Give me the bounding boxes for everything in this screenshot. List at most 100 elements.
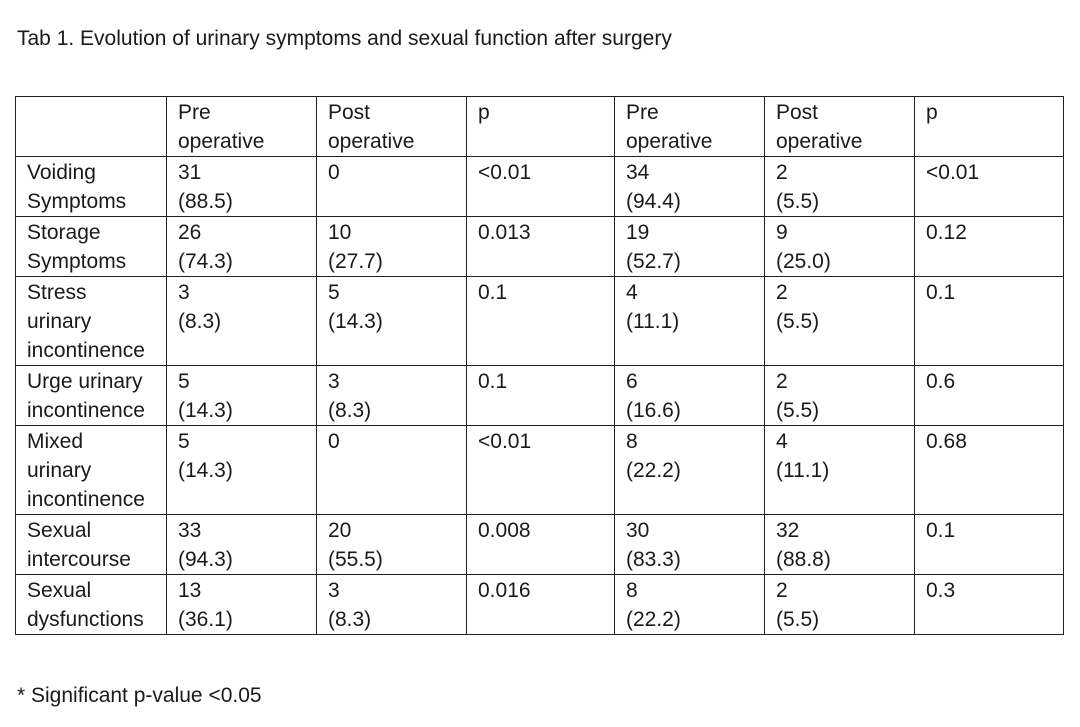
table-cell-post-operative-2: 32 (88.8)	[764, 514, 915, 575]
header-cell-pre-operative-2: Pre operative	[614, 96, 765, 157]
cell-line: (22.2)	[626, 459, 681, 482]
cell-line: 5	[328, 281, 340, 304]
header-cell-p-value-1: p	[466, 96, 615, 157]
table-cell-pre-operative-2: 8 (22.2)	[614, 425, 765, 515]
table-cell-p-value-1: 0.1	[466, 365, 615, 426]
cell-line: (8.3)	[178, 310, 222, 333]
cell-line: Post	[776, 101, 819, 124]
cell-line: urinary	[27, 310, 92, 333]
cell-line: 0.008	[478, 519, 531, 542]
cell-line: 0.016	[478, 579, 531, 602]
table-cell-row-label: Stress urinary incontinence	[15, 276, 167, 366]
table-cell-post-operative-1: 0	[316, 425, 467, 515]
cell-line: (16.6)	[626, 399, 681, 422]
table-cell-p-value-1: 0.1	[466, 276, 615, 366]
table-cell-row-label: Storage Symptoms	[15, 216, 167, 277]
results-table: Pre operative Post operative p Pre operative Po…	[15, 96, 1064, 635]
cell-line: <0.01	[478, 161, 532, 184]
cell-line: (8.3)	[328, 608, 372, 631]
cell-line: (5.5)	[776, 310, 820, 333]
cell-line: 0.1	[926, 281, 956, 304]
table-cell-p-value-2: 0.1	[914, 276, 1064, 366]
table-cell-pre-operative-2: 8 (22.2)	[614, 574, 765, 635]
cell-line: operative	[776, 130, 863, 153]
cell-line: 3	[328, 370, 340, 393]
cell-line: 8	[626, 430, 638, 453]
cell-line: 0.3	[926, 579, 956, 602]
cell-line: (52.7)	[626, 250, 681, 273]
cell-line: urinary	[27, 459, 92, 482]
cell-line: 10	[328, 221, 352, 244]
table-row: Mixed urinary incontinence 5 (14.3) 0 <0.01 8 (2…	[15, 425, 1064, 515]
cell-line: Post	[328, 101, 371, 124]
cell-line: 26	[178, 221, 202, 244]
cell-line: (88.8)	[776, 548, 831, 571]
table-cell-row-label: Mixed urinary incontinence	[15, 425, 167, 515]
cell-line: Storage	[27, 221, 101, 244]
cell-line: Pre	[178, 101, 211, 124]
cell-line: <0.01	[926, 161, 980, 184]
cell-line: incontinence	[27, 399, 145, 422]
table-cell-post-operative-2: 4 (11.1)	[764, 425, 915, 515]
cell-line: Sexual	[27, 579, 92, 602]
cell-line: 0.1	[926, 519, 956, 542]
table-row: Voiding Symptoms 31 (88.5) 0 <0.01 34 (94.4) 2 (5…	[15, 156, 1064, 217]
table-cell-pre-operative-1: 5 (14.3)	[166, 425, 317, 515]
table-cell-post-operative-1: 0	[316, 156, 467, 217]
cell-line: 34	[626, 161, 650, 184]
cell-line: 0.12	[926, 221, 967, 244]
cell-line: 4	[776, 430, 788, 453]
cell-line: 2	[776, 579, 788, 602]
table-cell-pre-operative-2: 6 (16.6)	[614, 365, 765, 426]
header-cell-p-value-2: p	[914, 96, 1064, 157]
cell-line: (36.1)	[178, 608, 233, 631]
table-cell-p-value-1: <0.01	[466, 425, 615, 515]
cell-line: 8	[626, 579, 638, 602]
cell-line: Sexual	[27, 519, 92, 542]
table-cell-p-value-2: 0.68	[914, 425, 1064, 515]
cell-line	[27, 98, 166, 127]
table-row: Sexual dysfunctions 13 (36.1) 3 (8.3) 0.016 8 (2…	[15, 574, 1064, 635]
cell-line: (94.3)	[178, 548, 233, 571]
table-cell-pre-operative-2: 30 (83.3)	[614, 514, 765, 575]
cell-line: 3	[328, 579, 340, 602]
cell-line: (14.3)	[178, 399, 233, 422]
table-cell-p-value-2: 0.1	[914, 514, 1064, 575]
table-cell-pre-operative-2: 34 (94.4)	[614, 156, 765, 217]
table-cell-row-label: Urge urinary incontinence	[15, 365, 167, 426]
table-cell-p-value-2: 0.6	[914, 365, 1064, 426]
table-cell-pre-operative-1: 3 (8.3)	[166, 276, 317, 366]
cell-line: (25.0)	[776, 250, 831, 273]
table-cell-post-operative-1: 10 (27.7)	[316, 216, 467, 277]
cell-line: (8.3)	[328, 399, 372, 422]
table-cell-p-value-1: 0.016	[466, 574, 615, 635]
table-cell-post-operative-1: 3 (8.3)	[316, 574, 467, 635]
cell-line: Stress	[27, 281, 87, 304]
cell-line: (5.5)	[776, 399, 820, 422]
cell-line: p	[478, 101, 490, 124]
cell-line: p	[926, 101, 938, 124]
table-cell-row-label: Sexual intercourse	[15, 514, 167, 575]
table-row: Storage Symptoms 26 (74.3) 10 (27.7) 0.013 19 (5…	[15, 216, 1064, 277]
cell-line: (22.2)	[626, 608, 681, 631]
table-cell-p-value-2: <0.01	[914, 156, 1064, 217]
table-cell-p-value-1: <0.01	[466, 156, 615, 217]
table-cell-p-value-2: 0.3	[914, 574, 1064, 635]
cell-line	[27, 127, 166, 156]
cell-line: (88.5)	[178, 190, 233, 213]
cell-line: (14.3)	[178, 459, 233, 482]
cell-line: intercourse	[27, 548, 131, 571]
cell-line: (11.1)	[626, 310, 680, 333]
footnote: * Significant p-value <0.05	[17, 684, 262, 707]
cell-line: 31	[178, 161, 202, 184]
cell-line: 13	[178, 579, 202, 602]
table-cell-post-operative-2: 2 (5.5)	[764, 276, 915, 366]
cell-line: Pre	[626, 101, 659, 124]
cell-line: 9	[776, 221, 788, 244]
cell-line: operative	[328, 130, 415, 153]
table-cell-pre-operative-1: 26 (74.3)	[166, 216, 317, 277]
cell-line: (83.3)	[626, 548, 681, 571]
header-cell-row-label	[15, 96, 167, 157]
cell-line: Mixed	[27, 430, 84, 453]
table-cell-pre-operative-2: 4 (11.1)	[614, 276, 765, 366]
